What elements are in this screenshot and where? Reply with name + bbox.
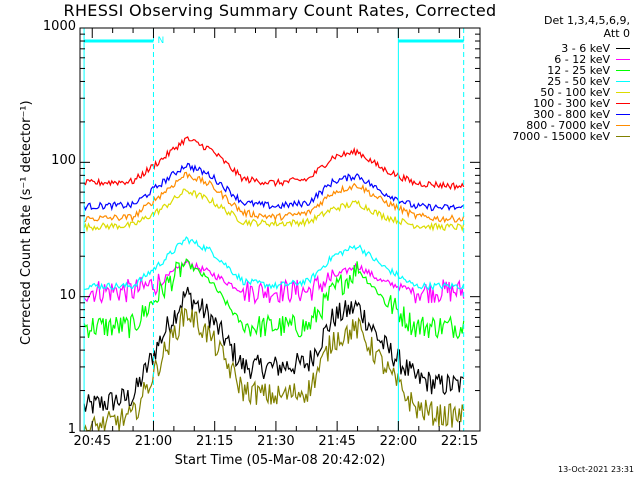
legend-label-6: 300 - 800 keV [533,108,610,121]
legend-label-2: 12 - 25 keV [547,64,610,77]
legend-label-3: 25 - 50 keV [547,75,610,88]
x-tick-label-2: 21:15 [195,434,234,449]
legend-attenuator: Att 0 [603,27,630,40]
x-tick-label-3: 21:30 [257,434,295,449]
y-tick-label-0: 1 [67,422,76,437]
plot-frame [79,27,481,432]
series-line-1 [83,258,465,305]
y-tick-label-2: 100 [51,153,76,169]
legend-item-3: 25 - 50 keV [547,75,630,88]
series-line-7 [83,171,465,224]
legend-label-4: 50 - 100 keV [540,86,610,99]
timestamp: 13-Oct-2021 23:31 [558,465,634,474]
legend-label-0: 3 - 6 keV [561,42,610,55]
series-line-5 [83,136,465,191]
flag-label-0: N [157,36,164,46]
legend-label-5: 100 - 300 keV [533,97,610,110]
legend-swatch-8 [616,136,630,137]
legend-swatch-3 [616,81,630,82]
series-line-4 [83,188,465,233]
legend-item-6: 300 - 800 keV [533,108,630,121]
tick-layer [80,27,481,432]
legend-swatch-5 [616,103,630,104]
series-line-8 [83,307,465,432]
x-tick-label-1: 21:00 [134,434,173,449]
series-line-2 [83,258,465,340]
legend-item-2: 12 - 25 keV [547,64,630,77]
x-tick-label-5: 22:00 [379,434,418,449]
y-tick-label-1: 10 [59,287,76,303]
chart-title: RHESSI Observing Summary Count Rates, Co… [63,1,497,20]
series-line-0 [83,286,465,414]
series-layer [83,136,465,432]
series-line-3 [84,236,465,291]
legend-item-0: 3 - 6 keV [561,42,630,55]
legend-swatch-0 [616,48,630,49]
series-line-6 [83,162,464,212]
legend-swatch-1 [616,59,630,60]
y-tick-label-3: 1000 [42,19,76,34]
legend-label-8: 7000 - 15000 keV [512,130,610,143]
legend-swatch-7 [616,125,630,126]
x-tick-label-6: 22:15 [440,434,479,449]
legend-item-1: 6 - 12 keV [554,53,630,66]
legend-label-7: 800 - 7000 keV [526,119,610,132]
legend-swatch-2 [616,70,630,71]
legend-item-7: 800 - 7000 keV [526,119,630,132]
legend-swatch-6 [616,114,630,115]
legend-item-8: 7000 - 15000 keV [512,130,630,143]
x-tick-label-0: 20:45 [73,434,111,449]
x-tick-label-4: 21:45 [318,434,356,449]
legend-label-1: 6 - 12 keV [554,53,610,66]
legend-detectors: Det 1,3,4,5,6,9, [543,14,630,27]
legend-item-4: 50 - 100 keV [540,86,630,99]
marker-layer: N [83,28,465,431]
legend-swatch-4 [616,92,630,93]
x-axis-label: Start Time (05-Mar-08 20:42:02) [174,453,386,468]
legend-header: Det 1,3,4,5,6,9, Att 0 [544,14,630,40]
legend-item-5: 100 - 300 keV [533,97,630,110]
y-axis-label: Corrected Count Rate (s⁻¹ detector⁻¹) [19,100,34,345]
